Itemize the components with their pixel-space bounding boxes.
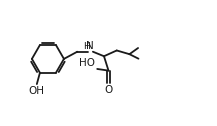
Text: OH: OH [29,86,45,96]
Text: O: O [104,85,113,94]
Text: H: H [83,42,90,51]
Text: N: N [86,41,94,51]
Text: HO: HO [79,58,95,68]
